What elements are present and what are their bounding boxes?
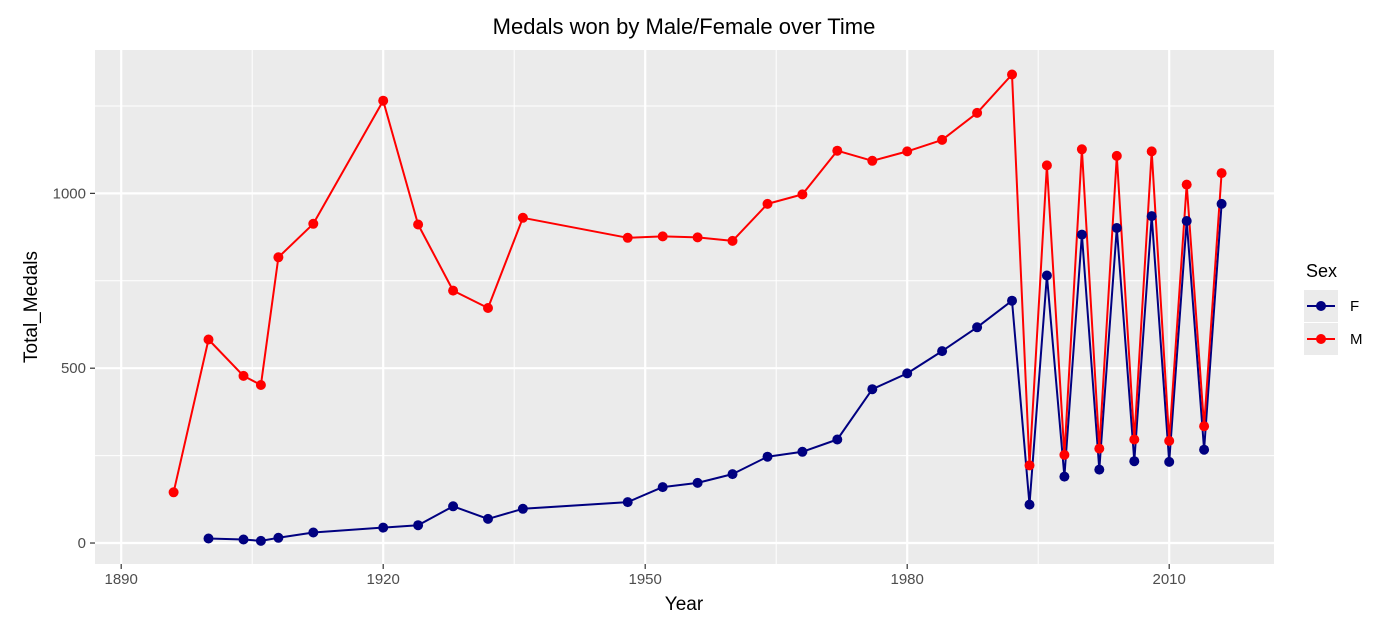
data-point-F	[867, 384, 878, 395]
data-point-F	[273, 532, 284, 543]
series-points-F	[203, 198, 1227, 546]
data-point-M	[1041, 160, 1052, 171]
data-point-F	[657, 482, 668, 493]
y-axis-ticks: 0 500 1000	[53, 185, 95, 552]
data-point-F	[972, 322, 983, 333]
data-point-M	[622, 232, 633, 243]
data-point-M	[797, 189, 808, 200]
data-point-F	[1199, 444, 1210, 455]
data-point-M	[1059, 449, 1070, 460]
data-point-M	[1164, 435, 1175, 446]
legend-label-M: M	[1350, 331, 1363, 348]
data-point-F	[1041, 270, 1052, 281]
data-point-M	[1076, 144, 1087, 155]
x-tick-label: 2010	[1153, 571, 1186, 588]
data-point-M	[1007, 69, 1017, 80]
data-point-M	[727, 235, 738, 246]
data-point-F	[762, 451, 773, 462]
y-axis-title: Total_Medals	[21, 251, 42, 363]
data-point-M	[1216, 168, 1227, 179]
data-point-F	[1216, 198, 1227, 209]
data-point-M	[517, 212, 528, 223]
data-point-F	[517, 503, 528, 514]
data-point-F	[1129, 456, 1140, 467]
data-point-M	[203, 334, 214, 345]
data-point-M	[255, 380, 266, 390]
data-point-M	[168, 487, 179, 498]
legend-key-point-F	[1316, 301, 1326, 311]
legend-key-point-M	[1316, 334, 1326, 344]
legend-label-F: F	[1350, 298, 1359, 315]
data-point-F	[1024, 499, 1035, 510]
major-gridlines	[95, 50, 1274, 564]
data-point-M	[1146, 146, 1157, 157]
data-point-F	[413, 520, 424, 531]
data-point-F	[448, 501, 459, 512]
data-point-F	[1146, 211, 1157, 222]
data-point-F	[1111, 223, 1122, 233]
data-point-M	[1129, 434, 1140, 445]
data-point-F	[1059, 471, 1070, 482]
data-point-F	[1007, 295, 1017, 306]
data-point-F	[203, 533, 214, 544]
data-point-F	[902, 368, 913, 379]
legend: Sex FM	[1304, 261, 1363, 355]
data-point-M	[413, 219, 424, 230]
series-line-F	[208, 203, 1223, 542]
data-point-F	[832, 434, 843, 445]
series-layer	[168, 69, 1227, 546]
x-tick-label: 1980	[891, 571, 924, 588]
data-point-M	[1111, 150, 1122, 161]
x-tick-label: 1950	[629, 571, 662, 588]
y-tick-label: 1000	[53, 185, 86, 202]
data-point-M	[378, 95, 389, 106]
data-point-M	[902, 146, 913, 157]
series-points-M	[168, 69, 1227, 498]
data-point-M	[832, 145, 843, 156]
minor-gridlines	[95, 50, 1274, 564]
data-point-F	[308, 527, 319, 538]
data-point-F	[1076, 229, 1087, 240]
data-point-F	[622, 497, 633, 508]
data-point-M	[937, 134, 948, 145]
data-point-M	[1181, 179, 1192, 190]
data-point-F	[378, 522, 389, 533]
data-point-M	[867, 155, 878, 166]
data-point-M	[483, 303, 493, 313]
x-axis-ticks: 1890 1920 1950 1980 2010	[105, 564, 1186, 588]
data-point-M	[657, 231, 668, 242]
data-point-F	[797, 446, 808, 457]
data-point-F	[692, 477, 703, 488]
legend-title: Sex	[1306, 261, 1337, 281]
data-point-F	[238, 534, 249, 545]
data-point-F	[483, 513, 493, 524]
data-point-M	[692, 232, 703, 243]
data-point-M	[1199, 421, 1210, 432]
y-tick-label: 0	[78, 535, 86, 552]
data-point-M	[448, 285, 459, 296]
data-point-M	[972, 107, 983, 118]
data-point-M	[308, 218, 319, 229]
y-tick-label: 500	[61, 360, 86, 377]
data-point-F	[937, 346, 948, 357]
data-point-M	[762, 198, 773, 209]
series-F	[208, 203, 1223, 542]
data-point-F	[1094, 464, 1105, 475]
data-point-M	[273, 252, 284, 263]
data-point-M	[1024, 460, 1035, 471]
x-tick-label: 1920	[367, 571, 400, 588]
data-point-F	[727, 469, 738, 480]
data-point-M	[1094, 443, 1105, 454]
data-point-M	[238, 370, 249, 381]
x-tick-label: 1890	[105, 571, 138, 588]
data-point-F	[1164, 456, 1175, 467]
data-point-F	[1181, 216, 1192, 226]
legend-items: FM	[1304, 290, 1363, 355]
x-axis-title: Year	[665, 594, 704, 615]
chart-title: Medals won by Male/Female over Time	[493, 14, 876, 39]
data-point-F	[255, 535, 266, 546]
